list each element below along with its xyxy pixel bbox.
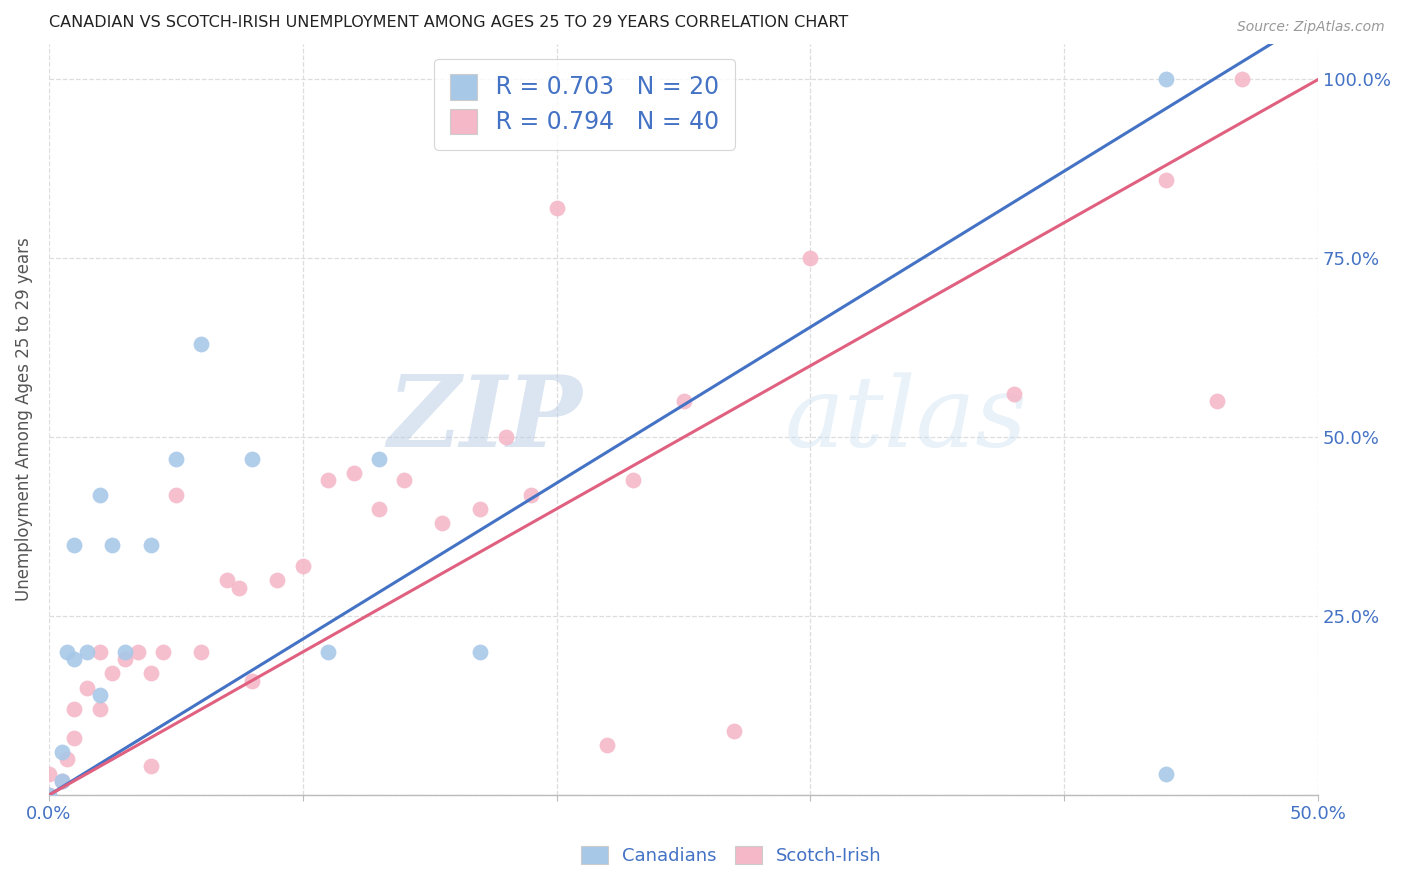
Point bbox=[139, 666, 162, 681]
Point bbox=[1154, 766, 1177, 780]
Point bbox=[672, 394, 695, 409]
Point bbox=[152, 645, 174, 659]
Point bbox=[240, 673, 263, 688]
Point bbox=[51, 745, 73, 759]
Point bbox=[1154, 72, 1177, 87]
Point bbox=[316, 473, 339, 487]
Point bbox=[621, 473, 644, 487]
Point bbox=[1205, 394, 1227, 409]
Text: Source: ZipAtlas.com: Source: ZipAtlas.com bbox=[1237, 20, 1385, 34]
Point bbox=[470, 645, 492, 659]
Point bbox=[190, 337, 212, 351]
Point bbox=[63, 652, 86, 666]
Point bbox=[723, 723, 745, 738]
Point bbox=[63, 538, 86, 552]
Point bbox=[89, 688, 111, 702]
Point bbox=[291, 559, 314, 574]
Point bbox=[470, 501, 492, 516]
Point bbox=[1154, 172, 1177, 186]
Point bbox=[127, 645, 149, 659]
Point bbox=[38, 788, 60, 802]
Point bbox=[228, 581, 250, 595]
Point bbox=[190, 645, 212, 659]
Text: ZIP: ZIP bbox=[387, 371, 582, 467]
Point bbox=[76, 681, 98, 695]
Text: atlas: atlas bbox=[785, 372, 1028, 467]
Text: CANADIAN VS SCOTCH-IRISH UNEMPLOYMENT AMONG AGES 25 TO 29 YEARS CORRELATION CHAR: CANADIAN VS SCOTCH-IRISH UNEMPLOYMENT AM… bbox=[49, 15, 848, 30]
Point bbox=[342, 466, 364, 480]
Point bbox=[101, 666, 124, 681]
Point bbox=[55, 752, 77, 766]
Point bbox=[38, 788, 60, 802]
Point bbox=[240, 451, 263, 466]
Point bbox=[55, 645, 77, 659]
Point bbox=[520, 487, 543, 501]
Point bbox=[139, 538, 162, 552]
Point bbox=[165, 487, 187, 501]
Point bbox=[114, 645, 136, 659]
Point bbox=[596, 738, 619, 752]
Point bbox=[1230, 72, 1253, 87]
Point bbox=[495, 430, 517, 444]
Point bbox=[266, 574, 288, 588]
Point bbox=[76, 645, 98, 659]
Legend:  R = 0.703   N = 20,  R = 0.794   N = 40: R = 0.703 N = 20, R = 0.794 N = 40 bbox=[434, 59, 734, 150]
Point bbox=[368, 451, 391, 466]
Point bbox=[63, 731, 86, 745]
Point bbox=[1002, 387, 1025, 401]
Y-axis label: Unemployment Among Ages 25 to 29 years: Unemployment Among Ages 25 to 29 years bbox=[15, 237, 32, 601]
Point bbox=[165, 451, 187, 466]
Point bbox=[368, 501, 391, 516]
Point bbox=[432, 516, 454, 530]
Point bbox=[215, 574, 238, 588]
Point bbox=[114, 652, 136, 666]
Point bbox=[139, 759, 162, 773]
Legend: Canadians, Scotch-Irish: Canadians, Scotch-Irish bbox=[571, 837, 891, 874]
Point bbox=[89, 487, 111, 501]
Point bbox=[799, 252, 821, 266]
Point bbox=[546, 201, 568, 215]
Point bbox=[38, 766, 60, 780]
Point bbox=[89, 702, 111, 716]
Point bbox=[89, 645, 111, 659]
Point bbox=[316, 645, 339, 659]
Point bbox=[63, 702, 86, 716]
Point bbox=[51, 773, 73, 788]
Point bbox=[101, 538, 124, 552]
Point bbox=[51, 773, 73, 788]
Point bbox=[394, 473, 416, 487]
